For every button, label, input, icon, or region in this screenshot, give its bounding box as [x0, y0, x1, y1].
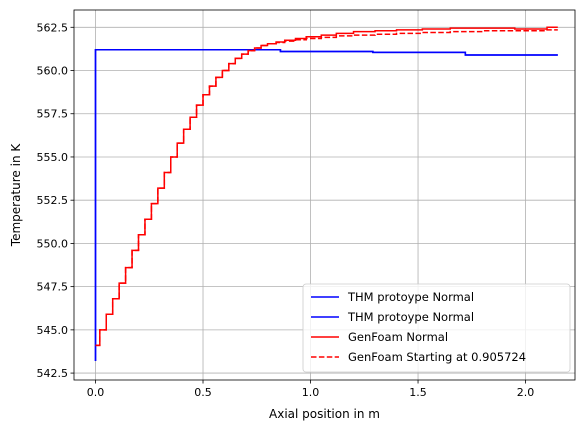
legend-entry-label: GenFoam Normal: [348, 330, 448, 344]
y-axis: 542.5 545.0 547.5 550.0 552.5 555.0 557.5 560.0…: [37, 21, 74, 380]
y-tick-label: 555.0: [37, 151, 69, 164]
y-tick-label: 562.5: [37, 21, 69, 34]
grid: [74, 10, 575, 380]
x-tick-label: 0.5: [194, 386, 212, 399]
legend-entry-label: THM protoype Normal: [347, 290, 474, 304]
series-layer: [94, 26, 558, 361]
y-tick-label: 550.0: [37, 237, 69, 250]
legend: THM protoype Normal THM protoype Normal Ge…: [302, 283, 571, 373]
legend-entry-label: GenFoam Starting at 0.905724: [348, 350, 526, 364]
y-tick-label: 542.5: [37, 367, 69, 380]
series-line-3: [95, 29, 558, 347]
series-line-1: [94, 49, 558, 361]
x-axis-label: Axial position in m: [269, 407, 380, 421]
x-tick-label: 1.5: [409, 386, 427, 399]
x-tick-label: 1.0: [302, 386, 320, 399]
legend-entry-label: THM protoype Normal: [347, 310, 474, 324]
y-tick-label: 547.5: [37, 281, 69, 294]
y-tick-label: 545.0: [37, 324, 69, 337]
y-tick-label: 557.5: [37, 108, 69, 121]
x-axis: 0.0 0.5 1.0 1.5 2.0: [87, 380, 535, 399]
x-tick-label: 2.0: [517, 386, 535, 399]
x-tick-label: 0.0: [87, 386, 105, 399]
y-tick-label: 552.5: [37, 194, 69, 207]
y-axis-label: Temperature in K: [9, 143, 23, 248]
y-tick-label: 560.0: [37, 65, 69, 78]
plot-frame: [73, 9, 576, 381]
legend-box: [302, 283, 571, 373]
